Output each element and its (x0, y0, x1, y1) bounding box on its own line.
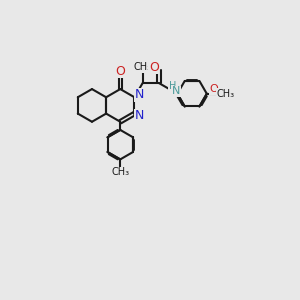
Text: N: N (172, 86, 180, 96)
Text: O: O (149, 61, 159, 74)
Text: H: H (169, 81, 176, 91)
Text: CH₃: CH₃ (134, 62, 152, 72)
Text: N: N (135, 88, 144, 101)
Text: N: N (135, 110, 144, 122)
Text: CH₃: CH₃ (217, 89, 235, 99)
Text: O: O (115, 65, 125, 78)
Text: O: O (210, 84, 218, 94)
Text: CH₃: CH₃ (111, 167, 129, 177)
